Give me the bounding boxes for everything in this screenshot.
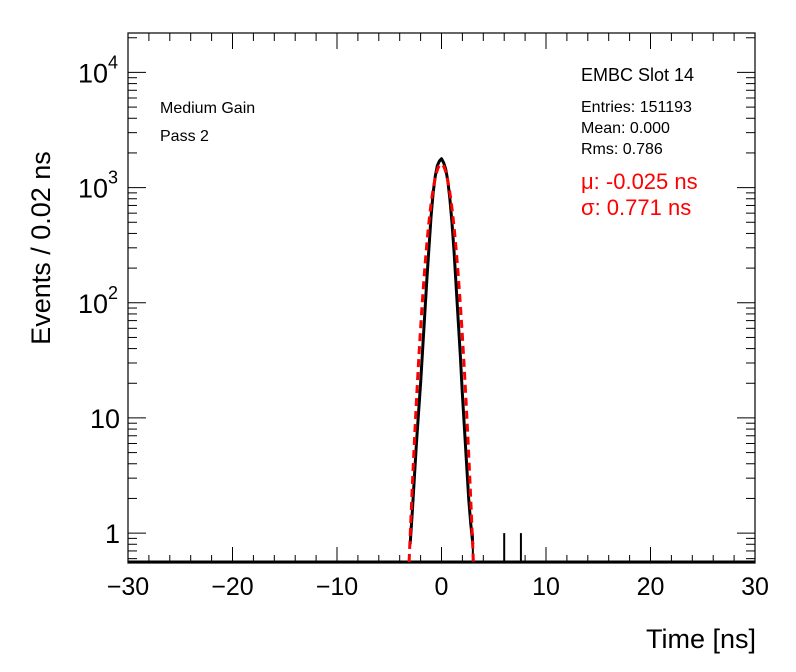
x-tick-label: −30 bbox=[107, 573, 149, 601]
fit-mu: μ: -0.025 ns bbox=[581, 169, 698, 194]
label-medium-gain: Medium Gain bbox=[160, 100, 255, 117]
y-tick-label: 103 bbox=[78, 168, 118, 204]
y-tick-label: 10 bbox=[90, 404, 120, 434]
fit-sigma: σ: 0.771 ns bbox=[581, 195, 691, 220]
x-tick-label: 20 bbox=[637, 573, 665, 601]
stats-entries: Entries: 151193 bbox=[581, 99, 692, 116]
x-tick-label: 10 bbox=[532, 573, 560, 601]
label-pass: Pass 2 bbox=[160, 128, 209, 145]
stats-rms: Rms: 0.786 bbox=[581, 141, 663, 158]
x-axis-label: Time [ns] bbox=[646, 624, 756, 654]
x-tick-label: 0 bbox=[435, 573, 449, 601]
x-tick-label: −10 bbox=[316, 573, 358, 601]
gaussian-fit-curve bbox=[407, 162, 475, 562]
stats-mean: Mean: 0.000 bbox=[581, 120, 670, 137]
stats-title: EMBC Slot 14 bbox=[581, 65, 694, 85]
y-tick-label: 1 bbox=[105, 519, 120, 549]
y-tick-label: 102 bbox=[78, 283, 118, 319]
plot-frame bbox=[127, 32, 756, 564]
y-tick-label: 104 bbox=[78, 52, 118, 88]
y-axis-label: Events / 0.02 ns bbox=[26, 151, 56, 345]
x-tick-label: −20 bbox=[211, 573, 253, 601]
x-tick-label: 30 bbox=[741, 573, 769, 601]
histogram-series bbox=[408, 157, 475, 545]
